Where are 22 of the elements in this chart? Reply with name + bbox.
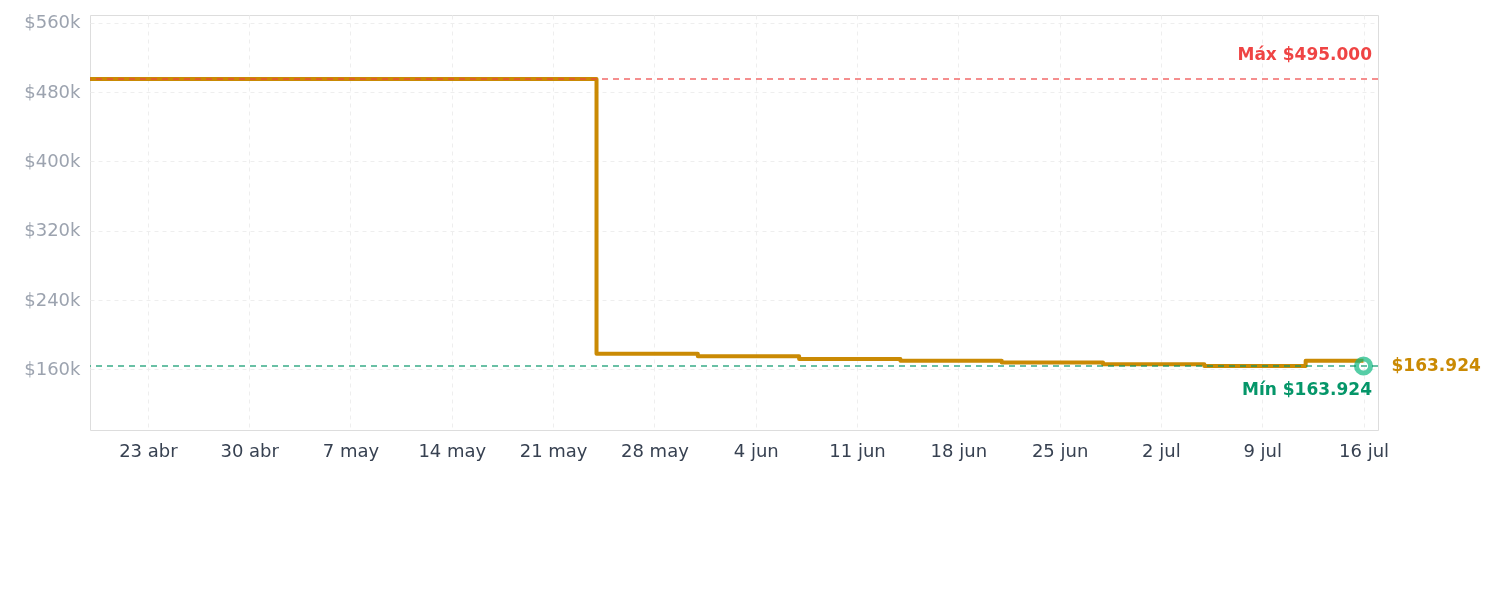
x-tick-label: 18 jun [930,439,988,461]
y-tick-label: $560k [24,11,82,33]
y-tick-label: $320k [24,219,82,241]
x-tick-label: 14 may [418,439,487,461]
x-tick-label: 28 may [620,439,690,461]
x-tick-label: 7 may [322,439,380,461]
y-tick-label: $400k [24,149,82,171]
x-tick-label: 2 jul [1142,439,1181,461]
x-tick-label: 4 jun [733,439,779,461]
x-tick-label: 9 jul [1243,439,1283,461]
ref-line-label: Máx $495.000 [1237,44,1373,65]
x-tick-label: 23 abr [119,439,179,461]
x-tick-label: 21 may [519,439,588,461]
ref-line-label: Mín $163.924 [1241,378,1373,399]
x-tick-label: 30 abr [220,439,280,461]
y-tick-label: $240k [24,288,82,310]
y-tick-label: $160k [24,357,82,379]
x-tick-label: 25 jun [1031,439,1089,461]
y-tick-label: $480k [24,80,82,102]
x-tick-label: 16 jul [1339,439,1390,461]
data-label: $163.924 [1391,354,1481,375]
x-tick-label: 11 jun [829,439,886,461]
